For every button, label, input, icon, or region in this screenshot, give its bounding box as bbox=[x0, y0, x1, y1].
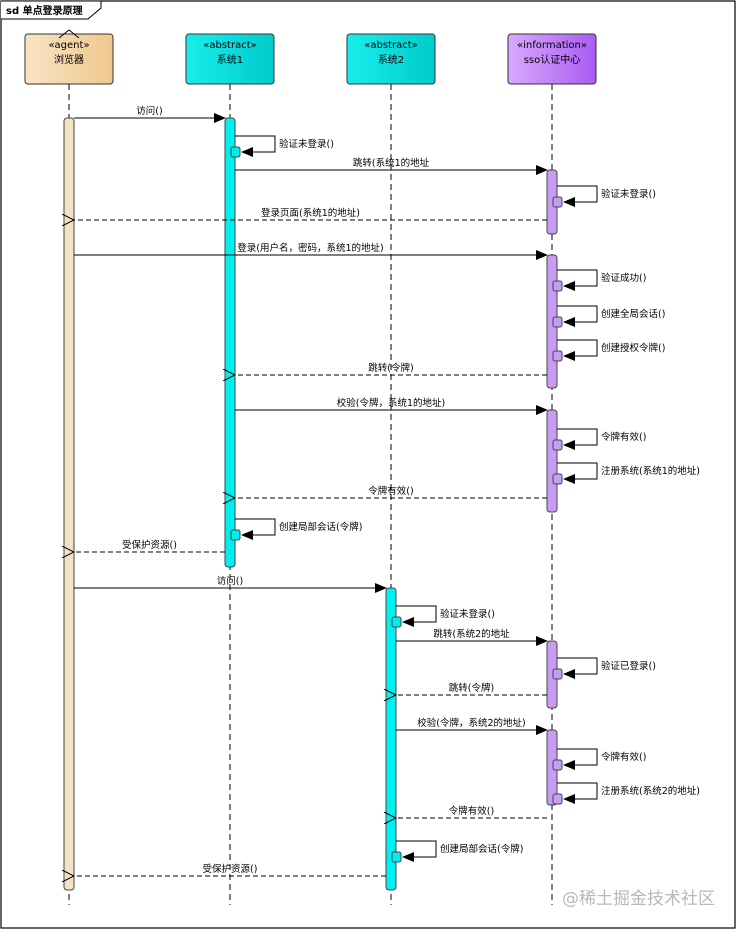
message-label: 跳转(系统2的地址 bbox=[433, 628, 510, 640]
participant-s1 bbox=[185, 33, 275, 85]
self-message bbox=[557, 462, 598, 484]
message-label: 登录页面(系统1的地址) bbox=[261, 207, 360, 219]
self-message bbox=[557, 339, 598, 361]
frame-tab bbox=[1, 0, 102, 20]
message-label: 受保护资源() bbox=[203, 863, 258, 875]
message-label: 受保护资源() bbox=[122, 539, 177, 551]
activation-sso bbox=[546, 409, 558, 513]
message-label: 创建全局会话() bbox=[601, 308, 665, 320]
self-message bbox=[235, 518, 276, 540]
activation-browser bbox=[63, 117, 75, 891]
participant-name: sso认证中心 bbox=[524, 53, 581, 66]
self-message bbox=[396, 840, 437, 862]
message-label: 验证成功() bbox=[601, 272, 646, 284]
message-label: 访问() bbox=[136, 105, 162, 117]
participant-stereotype: «information» bbox=[517, 40, 587, 51]
message-label: 访问() bbox=[217, 575, 243, 587]
message-label: 创建局部会话(令牌) bbox=[440, 843, 523, 855]
self-message bbox=[235, 135, 276, 157]
message-label: 跳转(令牌) bbox=[368, 362, 413, 374]
self-message bbox=[557, 428, 598, 450]
message-label: 令牌有效() bbox=[449, 805, 494, 817]
actor-icon bbox=[58, 29, 80, 39]
nested-activation bbox=[391, 616, 402, 628]
message-label: 验证未登录() bbox=[440, 608, 495, 620]
message-label: 令牌有效() bbox=[601, 751, 646, 763]
nested-activation bbox=[552, 473, 563, 485]
message-label: 创建局部会话(令牌) bbox=[279, 521, 362, 533]
nested-activation bbox=[552, 668, 563, 680]
nested-activation bbox=[391, 851, 402, 863]
nested-activation bbox=[552, 316, 563, 328]
nested-activation bbox=[552, 439, 563, 451]
self-message bbox=[557, 748, 598, 770]
message-label: 注册系统(系统2的地址) bbox=[601, 785, 700, 797]
participant-name: 系统1 bbox=[217, 53, 243, 66]
frame-title: sd 单点登录原理 bbox=[6, 4, 83, 17]
nested-activation bbox=[552, 759, 563, 771]
participant-stereotype: «abstract» bbox=[364, 40, 418, 51]
message-label: 登录(用户名，密码，系统1的地址) bbox=[237, 242, 383, 254]
self-message bbox=[557, 305, 598, 327]
participant-s2 bbox=[346, 33, 436, 85]
self-message bbox=[557, 269, 598, 291]
participant-browser bbox=[24, 33, 114, 85]
self-message bbox=[557, 782, 598, 804]
activation-s2 bbox=[385, 587, 397, 891]
message-label: 校验(令牌，系统2的地址) bbox=[417, 717, 525, 729]
nested-activation bbox=[230, 529, 241, 541]
participant-stereotype: «agent» bbox=[48, 40, 89, 51]
self-message bbox=[557, 657, 598, 679]
nested-activation bbox=[552, 196, 563, 208]
nested-activation bbox=[552, 280, 563, 292]
message-label: 跳转(系统1的地址 bbox=[353, 157, 430, 169]
self-message bbox=[557, 185, 598, 207]
participant-sso bbox=[507, 33, 597, 85]
participant-name: 系统2 bbox=[378, 53, 404, 66]
nested-activation bbox=[230, 146, 241, 158]
activation-s1 bbox=[224, 117, 236, 568]
nested-activation bbox=[552, 350, 563, 362]
participant-stereotype: «abstract» bbox=[203, 40, 257, 51]
message-label: 注册系统(系统1的地址) bbox=[601, 465, 700, 477]
message-label: 令牌有效() bbox=[601, 431, 646, 443]
participant-name: 浏览器 bbox=[54, 53, 84, 66]
message-label: 创建授权令牌() bbox=[601, 342, 665, 354]
message-label: 验证未登录() bbox=[279, 138, 334, 150]
message-label: 跳转(令牌) bbox=[449, 682, 494, 694]
message-label: 校验(令牌，系统1的地址) bbox=[337, 397, 445, 409]
self-message bbox=[396, 605, 437, 627]
message-label: 令牌有效() bbox=[368, 485, 413, 497]
message-label: 验证已登录() bbox=[601, 660, 656, 672]
watermark: @稀土掘金技术社区 bbox=[562, 889, 715, 909]
nested-activation bbox=[552, 793, 563, 805]
message-label: 验证未登录() bbox=[601, 188, 656, 200]
